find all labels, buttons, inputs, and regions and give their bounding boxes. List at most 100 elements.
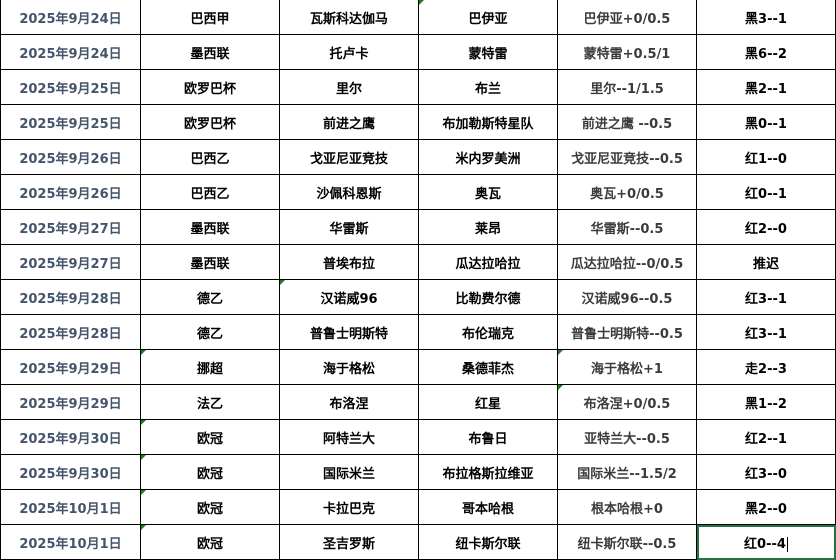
cell-date[interactable]: 2025年9月24日 (0, 0, 141, 35)
cell-home[interactable]: 托卢卡 (279, 34, 419, 70)
table-row: 2025年9月29日 挪超 海于格松 桑德菲杰 海于格松+1 走2--3 (0, 349, 836, 385)
cell-league[interactable]: 德乙 (140, 314, 280, 350)
cell-league[interactable]: 德乙 (140, 279, 280, 315)
cell-league[interactable]: 欧冠 (140, 524, 280, 560)
cell-home[interactable]: 华雷斯 (279, 209, 419, 245)
table-row: 2025年9月24日 墨西联 托卢卡 蒙特雷 蒙特雷+0.5/1 黑6--2 (0, 34, 836, 70)
cell-handicap[interactable]: 奥瓦+0/0.5 (557, 174, 697, 210)
cell-league[interactable]: 墨西联 (140, 34, 280, 70)
cell-date[interactable]: 2025年9月26日 (0, 174, 141, 210)
cell-away[interactable]: 红星 (418, 384, 558, 420)
cell-handicap[interactable]: 瓜达拉哈拉--0/0.5 (557, 244, 697, 280)
cell-result[interactable]: 黑0--1 (696, 104, 836, 140)
cell-handicap[interactable]: 华雷斯--0.5 (557, 209, 697, 245)
cell-home[interactable]: 戈亚尼亚竞技 (279, 139, 419, 175)
cell-result[interactable]: 红0--1 (696, 174, 836, 210)
cell-away[interactable]: 布鲁日 (418, 419, 558, 455)
cell-home[interactable]: 沙佩科恩斯 (279, 174, 419, 210)
cell-result[interactable]: 黑1--2 (696, 384, 836, 420)
cell-date[interactable]: 2025年9月28日 (0, 314, 141, 350)
cell-league[interactable]: 墨西联 (140, 244, 280, 280)
cell-away[interactable]: 奥瓦 (418, 174, 558, 210)
cell-handicap[interactable]: 里尔--1/1.5 (557, 69, 697, 105)
cell-result[interactable]: 黑6--2 (696, 34, 836, 70)
cell-date[interactable]: 2025年9月25日 (0, 104, 141, 140)
cell-home[interactable]: 里尔 (279, 69, 419, 105)
cell-result[interactable]: 红2--1 (696, 419, 836, 455)
cell-result[interactable]: 黑2--0 (696, 489, 836, 525)
cell-league[interactable]: 欧冠 (140, 419, 280, 455)
cell-handicap[interactable]: 戈亚尼亚竞技--0.5 (557, 139, 697, 175)
cell-away[interactable]: 瓜达拉哈拉 (418, 244, 558, 280)
cell-away[interactable]: 布加勒斯特星队 (418, 104, 558, 140)
cell-league[interactable]: 墨西联 (140, 209, 280, 245)
cell-league[interactable]: 巴西甲 (140, 0, 280, 35)
cell-result[interactable]: 红2--0 (696, 209, 836, 245)
cell-league[interactable]: 挪超 (140, 349, 280, 385)
cell-league[interactable]: 欧罗巴杯 (140, 69, 280, 105)
cell-date[interactable]: 2025年9月26日 (0, 139, 141, 175)
selected-cell[interactable]: 红0--4 (696, 524, 836, 560)
cell-away[interactable]: 蒙特雷 (418, 34, 558, 70)
cell-home[interactable]: 卡拉巴克 (279, 489, 419, 525)
table-row: 2025年9月29日 法乙 布洛涅 红星 布洛涅+0/0.5 黑1--2 (0, 384, 836, 420)
cell-date[interactable]: 2025年9月28日 (0, 279, 141, 315)
cell-date[interactable]: 2025年9月30日 (0, 454, 141, 490)
cell-handicap[interactable]: 亚特兰大--0.5 (557, 419, 697, 455)
cell-result[interactable]: 走2--3 (696, 349, 836, 385)
cell-date[interactable]: 2025年9月27日 (0, 209, 141, 245)
cell-home[interactable]: 瓦斯科达伽马 (279, 0, 419, 35)
cell-handicap[interactable]: 普鲁士明斯特--0.5 (557, 314, 697, 350)
cell-away[interactable]: 巴伊亚 (418, 0, 558, 35)
cell-result[interactable]: 红1--0 (696, 139, 836, 175)
cell-home[interactable]: 前进之鹰 (279, 104, 419, 140)
cell-away[interactable]: 布兰 (418, 69, 558, 105)
cell-handicap[interactable]: 根本哈根+0 (557, 489, 697, 525)
cell-away[interactable]: 布拉格斯拉维亚 (418, 454, 558, 490)
cell-handicap[interactable]: 汉诺威96--0.5 (557, 279, 697, 315)
cell-handicap[interactable]: 国际米兰--1.5/2 (557, 454, 697, 490)
cell-home[interactable]: 海于格松 (279, 349, 419, 385)
cell-home[interactable]: 汉诺威96 (279, 279, 419, 315)
cell-home[interactable]: 普埃布拉 (279, 244, 419, 280)
cell-league[interactable]: 欧冠 (140, 489, 280, 525)
cell-date[interactable]: 2025年9月24日 (0, 34, 141, 70)
cell-handicap[interactable]: 巴伊亚+0/0.5 (557, 0, 697, 35)
cell-result[interactable]: 黑3--1 (696, 0, 836, 35)
cell-away[interactable]: 纽卡斯尔联 (418, 524, 558, 560)
cell-home[interactable]: 国际米兰 (279, 454, 419, 490)
cell-handicap[interactable]: 蒙特雷+0.5/1 (557, 34, 697, 70)
cell-handicap[interactable]: 纽卡斯尔联--0.5 (557, 524, 697, 560)
cell-handicap[interactable]: 海于格松+1 (557, 349, 697, 385)
cell-date[interactable]: 2025年9月29日 (0, 384, 141, 420)
cell-away[interactable]: 米内罗美洲 (418, 139, 558, 175)
cell-result[interactable]: 红3--1 (696, 279, 836, 315)
cell-handicap[interactable]: 前进之鹰 --0.5 (557, 104, 697, 140)
table-row: 2025年10月1日 欧冠 圣吉罗斯 纽卡斯尔联 纽卡斯尔联--0.5 红0--4 (0, 524, 836, 560)
cell-result[interactable]: 黑2--1 (696, 69, 836, 105)
cell-home[interactable]: 阿特兰大 (279, 419, 419, 455)
cell-result[interactable]: 推迟 (696, 244, 836, 280)
cell-league[interactable]: 法乙 (140, 384, 280, 420)
cell-date[interactable]: 2025年9月27日 (0, 244, 141, 280)
cell-date[interactable]: 2025年9月30日 (0, 419, 141, 455)
cell-away[interactable]: 比勒费尔德 (418, 279, 558, 315)
cell-away[interactable]: 桑德菲杰 (418, 349, 558, 385)
cell-handicap[interactable]: 布洛涅+0/0.5 (557, 384, 697, 420)
cell-away[interactable]: 莱昂 (418, 209, 558, 245)
cell-date[interactable]: 2025年9月29日 (0, 349, 141, 385)
cell-home[interactable]: 布洛涅 (279, 384, 419, 420)
cell-away[interactable]: 布伦瑞克 (418, 314, 558, 350)
cell-league[interactable]: 欧罗巴杯 (140, 104, 280, 140)
cell-date[interactable]: 2025年10月1日 (0, 524, 141, 560)
cell-home[interactable]: 普鲁士明斯特 (279, 314, 419, 350)
cell-date[interactable]: 2025年10月1日 (0, 489, 141, 525)
cell-away[interactable]: 哥本哈根 (418, 489, 558, 525)
cell-result[interactable]: 红3--0 (696, 454, 836, 490)
cell-league[interactable]: 巴西乙 (140, 174, 280, 210)
cell-league[interactable]: 欧冠 (140, 454, 280, 490)
cell-home[interactable]: 圣吉罗斯 (279, 524, 419, 560)
cell-league[interactable]: 巴西乙 (140, 139, 280, 175)
cell-date[interactable]: 2025年9月25日 (0, 69, 141, 105)
cell-result[interactable]: 红3--1 (696, 314, 836, 350)
